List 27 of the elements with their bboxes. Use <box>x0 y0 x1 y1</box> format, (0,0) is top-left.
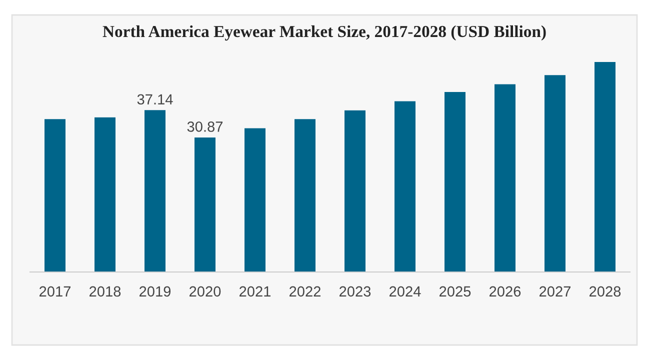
bar <box>44 119 66 272</box>
x-tick-label: 2017 <box>40 286 70 297</box>
bar <box>94 117 116 272</box>
data-label: 37.14 <box>137 94 173 105</box>
bar <box>494 84 516 272</box>
x-tick-label: 2022 <box>290 286 320 297</box>
x-tick-label: 2028 <box>590 286 621 297</box>
x-tick-label: 2019 <box>140 286 171 297</box>
x-tick-label: 2020 <box>190 286 221 297</box>
bar <box>144 110 166 272</box>
bar <box>194 138 216 272</box>
bar <box>244 128 266 272</box>
data-label: 30.87 <box>187 122 223 132</box>
bar <box>594 62 616 272</box>
x-tick-label: 2025 <box>440 286 471 297</box>
x-tick-label: 2018 <box>90 286 121 297</box>
bar <box>444 92 466 272</box>
x-tick-label: 2026 <box>490 286 521 297</box>
bar <box>294 119 316 272</box>
bar <box>344 110 366 272</box>
x-tick-label: 2027 <box>540 286 570 297</box>
x-tick-label: 2021 <box>240 286 271 297</box>
bar <box>544 75 566 272</box>
x-tick-label: 2023 <box>340 286 371 297</box>
chart-title: North America Eyewear Market Size, 2017-2028 (USD Billion) <box>102 25 546 41</box>
x-tick-label: 2024 <box>390 286 421 297</box>
bar <box>394 101 416 272</box>
